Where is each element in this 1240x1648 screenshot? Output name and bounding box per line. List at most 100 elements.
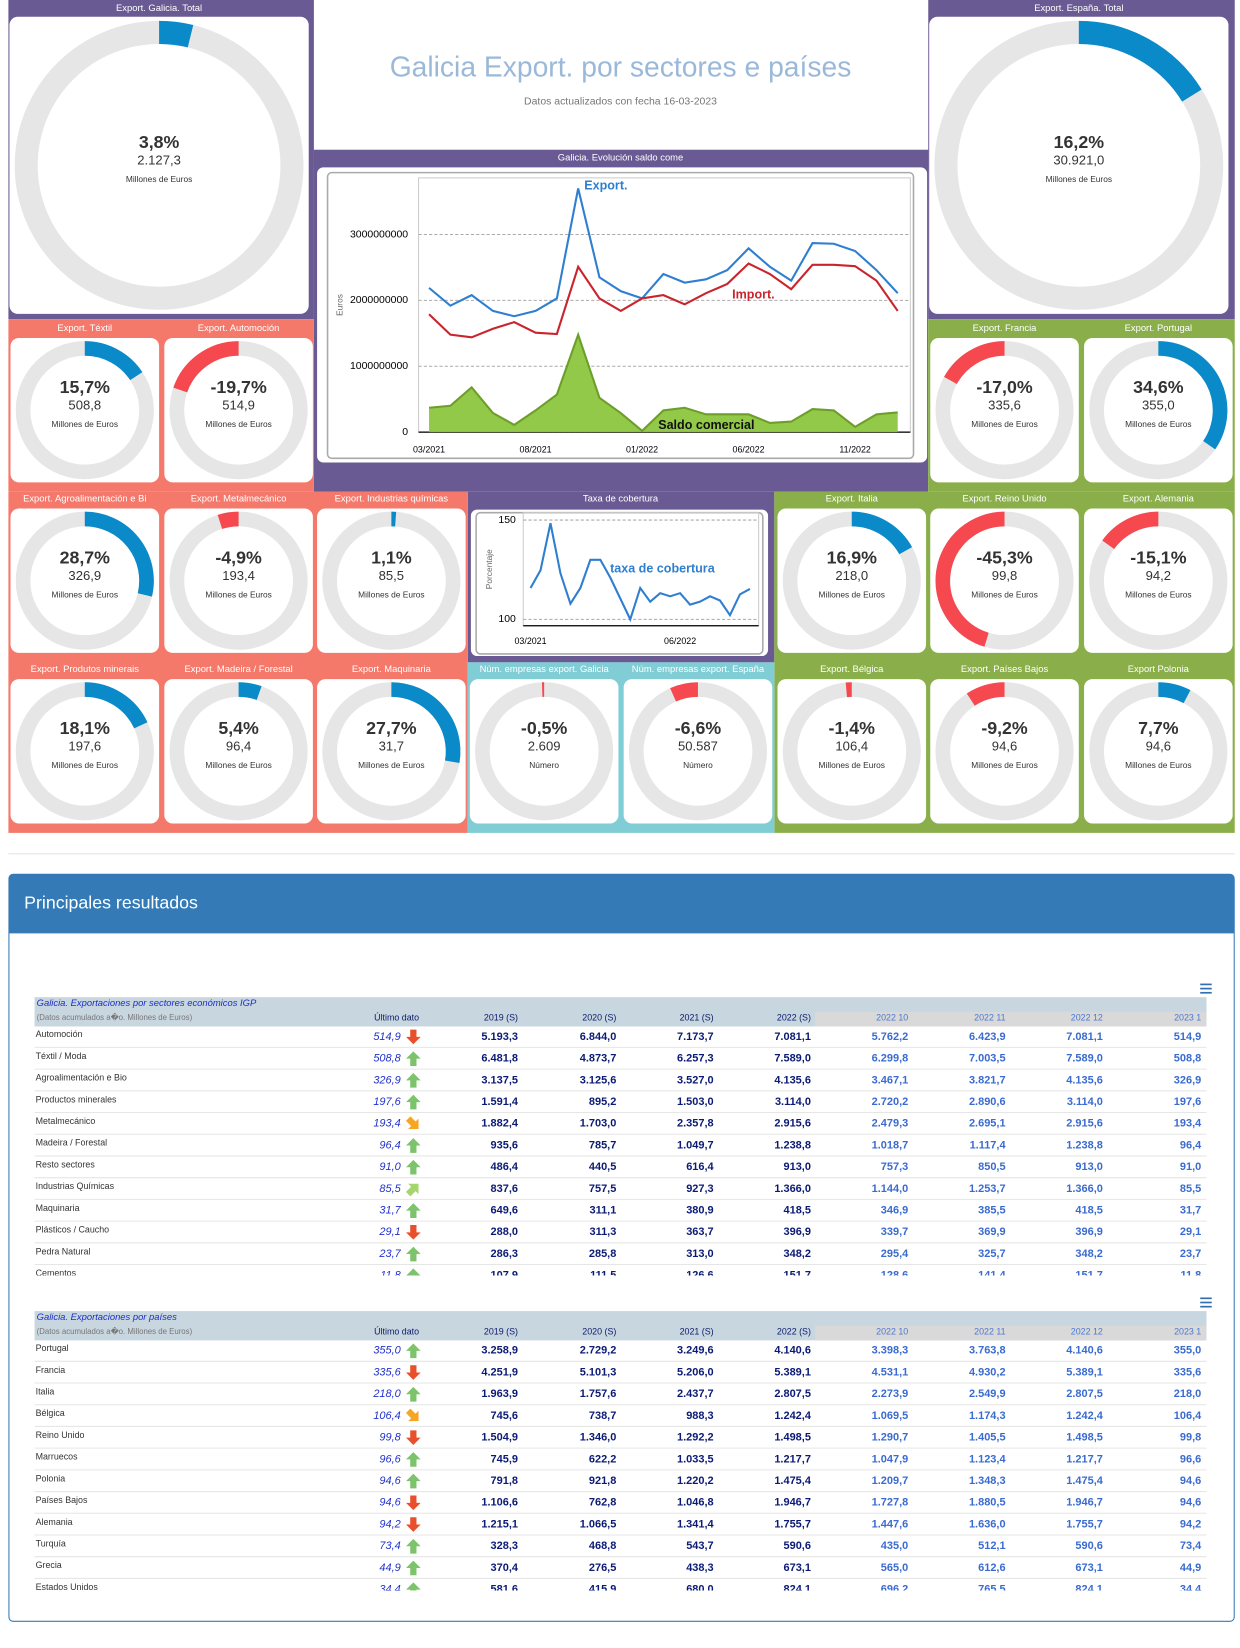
cell-value: 757,5	[589, 1183, 616, 1195]
trend-arrow	[406, 1029, 421, 1045]
cell-value: 197,6	[1174, 1096, 1201, 1108]
last-value: 29,1	[378, 1226, 400, 1238]
row-label: Agroalimentación e Bio	[36, 1073, 127, 1083]
gauge-title: Export. Bélgica	[820, 663, 884, 674]
row-label: Pedra Natural	[36, 1246, 91, 1256]
x-tick-label: 03/2021	[514, 636, 546, 646]
cell-value: 1.220,2	[677, 1475, 714, 1487]
y-tick-label: 0	[402, 427, 408, 438]
gauge-arc	[173, 341, 239, 393]
cell-value: 363,7	[686, 1226, 713, 1238]
column-header: 2022 11	[974, 1012, 1005, 1022]
menu-icon[interactable]	[1200, 1297, 1212, 1308]
gauge-unit: Millones de Euros	[205, 760, 271, 770]
cell-value: 355,0	[1174, 1345, 1201, 1357]
row-label: Bélgica	[36, 1408, 65, 1418]
cell-value: 418,5	[1075, 1205, 1102, 1217]
area-fill	[429, 334, 898, 433]
row-label: Portugal	[36, 1343, 69, 1353]
last-value: 106,4	[373, 1410, 400, 1422]
gauge-arc	[84, 511, 154, 597]
gauge-unit: Número	[529, 760, 559, 770]
cell-value: 440,5	[589, 1161, 616, 1173]
gauge-arc	[84, 341, 143, 381]
gauge-arc	[391, 682, 461, 763]
cell-value: 380,9	[686, 1205, 713, 1217]
column-header: 2021 (S)	[680, 1012, 714, 1022]
last-value: 197,6	[373, 1096, 401, 1108]
cell-value: 4.873,7	[580, 1053, 617, 1065]
cell-value: 2.890,6	[969, 1096, 1006, 1108]
cell-value: 5.762,2	[872, 1031, 909, 1043]
cell-value: 988,3	[686, 1410, 713, 1422]
cell-value: 288,0	[491, 1226, 518, 1238]
column-header: Último dato	[374, 1326, 419, 1336]
gauge-value: 27,7%	[366, 718, 417, 738]
gauge-title: Export. Países Bajos	[961, 663, 1049, 674]
menu-icon[interactable]	[1200, 983, 1212, 994]
gauge-subvalue: 85,5	[379, 568, 404, 583]
cell-value: 4.531,1	[872, 1366, 909, 1378]
gauge-card	[9, 16, 309, 314]
cell-value: 622,2	[589, 1453, 616, 1465]
row-label: Alemania	[36, 1517, 73, 1527]
last-value: 514,9	[373, 1031, 400, 1043]
gauge-title: Export. Galicia. Total	[116, 2, 202, 13]
gauge-title: Export. Metalmecánico	[191, 493, 287, 504]
table-body: Automoción 514,9 5.193,3 6.844,0 7.173,7 7.08…	[34, 1029, 1207, 1282]
last-value: 34,4	[379, 1584, 400, 1596]
x-tick-label: 03/2021	[413, 444, 445, 454]
cell-value: 11,8	[1180, 1270, 1201, 1282]
cell-value: 1.242,4	[774, 1410, 811, 1422]
cell-value: 339,7	[881, 1226, 908, 1238]
cell-value: 785,7	[589, 1139, 616, 1151]
cell-value: 3.137,5	[481, 1074, 518, 1086]
trend-arrow	[406, 1246, 421, 1262]
gauge-card	[164, 337, 313, 483]
cell-value: 850,5	[978, 1161, 1005, 1173]
table-header-recent	[815, 1011, 1207, 1027]
gauge-subvalue: 193,4	[222, 568, 255, 583]
page-subtitle: Datos actualizados con fecha 16-03-2023	[524, 96, 717, 107]
table-subtitle: (Datos acumulados a�o. Millones de Euros…	[37, 1012, 193, 1022]
cell-value: 921,8	[589, 1475, 616, 1487]
x-tick-label: 11/2022	[839, 444, 870, 454]
trend-arrow	[406, 1268, 421, 1276]
cell-value: 745,9	[491, 1453, 518, 1465]
gauge-unit: Millones de Euros	[52, 590, 118, 600]
row-label: Polonia	[36, 1473, 66, 1483]
gauge-card	[164, 508, 313, 653]
gauge-card	[1084, 508, 1233, 653]
trend-arrow	[406, 1073, 421, 1088]
cell-value: 3.249,6	[677, 1345, 714, 1357]
row-label: Téxtil / Moda	[36, 1051, 87, 1061]
column-header: 2022 10	[876, 1326, 908, 1336]
page-title: Galicia Export. por sectores e países	[390, 51, 852, 83]
gauge-unit: Millones de Euros	[358, 590, 424, 600]
cell-value: 6.844,0	[580, 1031, 617, 1043]
cell-value: 1.217,7	[1066, 1453, 1103, 1465]
gauge-card	[929, 16, 1229, 314]
column-header: 2022 (S)	[777, 1012, 811, 1022]
column-header: 2022 11	[974, 1326, 1005, 1336]
gauge-unit: Millones de Euros	[819, 590, 885, 600]
gauge-value: 5,4%	[218, 718, 259, 738]
cell-value: 6.299,8	[872, 1053, 909, 1065]
cell-value: 438,3	[686, 1562, 713, 1574]
gauge-arc	[944, 341, 1005, 385]
gauge-value: 28,7%	[60, 547, 111, 567]
cell-value: 328,3	[491, 1540, 518, 1552]
cell-value: 673,1	[1075, 1562, 1102, 1574]
gauge-title: Núm. empresas export. España	[632, 663, 765, 674]
gauge-subvalue: 96,4	[226, 739, 251, 754]
cell-value: 5.389,1	[774, 1366, 811, 1378]
trend-arrow	[405, 1408, 419, 1422]
gauge-unit: Millones de Euros	[971, 419, 1037, 429]
gauge-value: -45,3%	[976, 547, 1032, 567]
cell-value: 1.498,5	[1066, 1432, 1103, 1444]
cell-value: 1.238,8	[1066, 1139, 1103, 1151]
gauge-arc	[84, 682, 148, 729]
gauge-title: Export Polonia	[1128, 663, 1190, 674]
gauge-card	[1084, 679, 1233, 824]
